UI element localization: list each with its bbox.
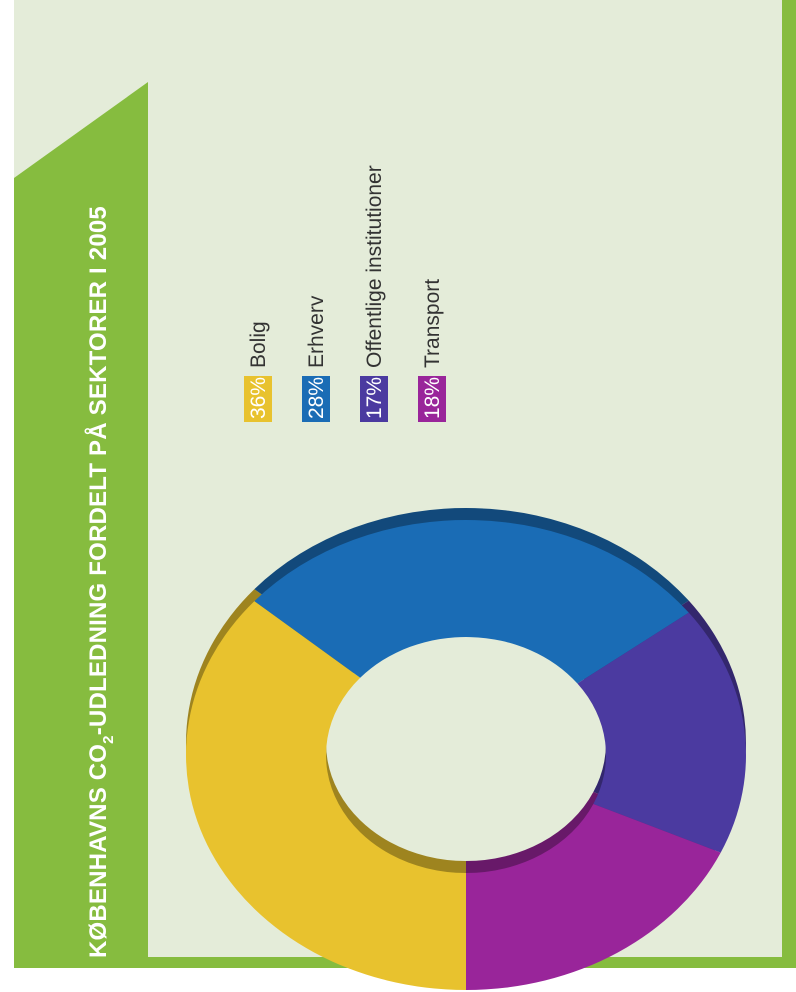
legend-swatch bbox=[302, 376, 330, 422]
legend-label: Erhverv bbox=[305, 295, 328, 368]
slice-bolig bbox=[186, 601, 466, 990]
legend-swatch bbox=[244, 376, 272, 422]
legend-label: Bolig bbox=[247, 321, 270, 368]
chart-title: KØBENHAVNS CO2-UDLEDNING FORDELT PÅ SEKT… bbox=[84, 206, 117, 958]
title-subscript: 2 bbox=[100, 735, 117, 744]
slice-erhverv bbox=[254, 520, 689, 684]
slice-transport bbox=[466, 804, 721, 990]
title-part-1: KØBENHAVNS CO bbox=[85, 744, 112, 958]
legend: 36% Bolig 28% Erhverv 17% Offentlige institut… bbox=[244, 165, 446, 422]
panel-border-right bbox=[782, 0, 796, 968]
slice-offentlige-institutioner bbox=[577, 612, 746, 853]
legend-percent: 36% bbox=[247, 377, 270, 419]
legend-swatch bbox=[418, 376, 446, 422]
title-part-2: -UDLEDNING FORDELT PÅ SEKTORER I 2005 bbox=[84, 206, 112, 735]
chart-content: KØBENHAVNS CO2-UDLEDNING FORDELT PÅ SEKT… bbox=[84, 165, 746, 990]
legend-percent: 18% bbox=[421, 377, 444, 419]
legend-label: Offentlige institutioner bbox=[363, 165, 386, 368]
legend-percent: 28% bbox=[305, 377, 328, 419]
legend-percent: 17% bbox=[363, 377, 386, 419]
title-band bbox=[14, 82, 148, 968]
legend-label: Transport bbox=[421, 279, 444, 368]
donut-chart bbox=[186, 508, 746, 990]
legend-swatch bbox=[360, 376, 388, 422]
